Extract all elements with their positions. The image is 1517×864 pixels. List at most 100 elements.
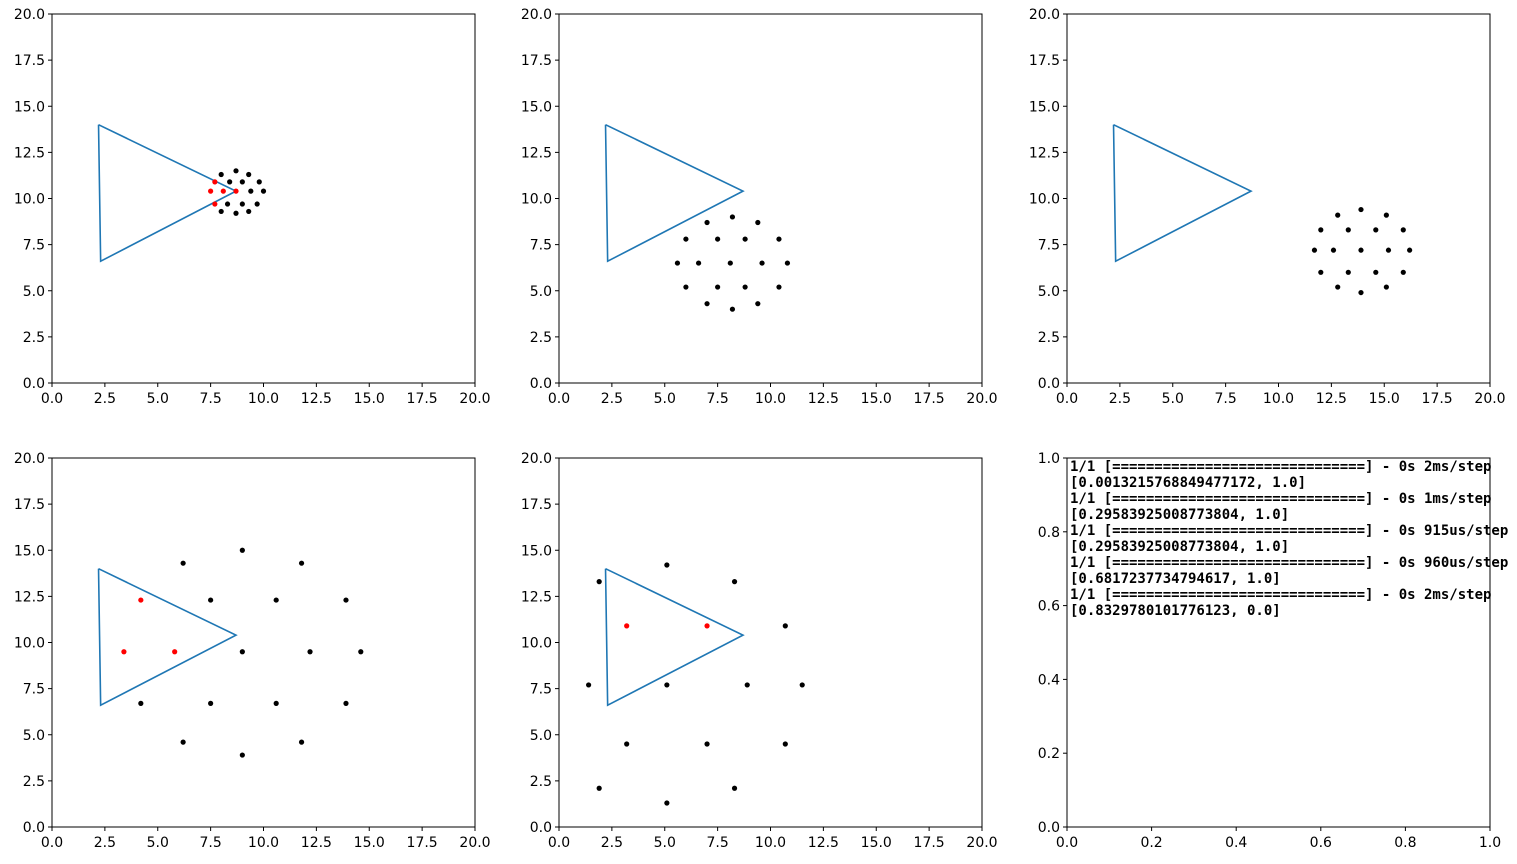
y-tick-label: 20.0 xyxy=(14,451,45,467)
x-tick-label: 12.5 xyxy=(808,391,839,407)
point-outside-6 xyxy=(664,682,670,688)
x-tick-label: 10.0 xyxy=(1263,391,1294,407)
point-outside-11 xyxy=(759,260,765,266)
point-outside-10 xyxy=(138,700,144,706)
y-tick-label: 0.2 xyxy=(1038,746,1060,762)
point-outside-4 xyxy=(208,597,214,603)
y-tick-label: 7.5 xyxy=(23,682,45,698)
y-tick-label: 10.0 xyxy=(14,636,45,652)
x-tick-label: 20.0 xyxy=(459,391,490,407)
point-outside-11 xyxy=(782,741,788,747)
point-inside-3 xyxy=(172,649,178,655)
y-tick-label: 20.0 xyxy=(521,7,552,23)
point-outside-18 xyxy=(755,301,761,307)
triangle-outline xyxy=(1112,123,1253,263)
x-tick-label: 20.0 xyxy=(966,835,997,851)
subplot-2: 0.0 2.5 5.0 7.5 10.0 12.5 15.0 17.5 20.0 0.0 2.5 5.… xyxy=(521,7,998,407)
point-outside-15 xyxy=(298,739,305,745)
point-outside-7 xyxy=(744,682,750,688)
x-tick-label: 12.5 xyxy=(301,391,332,407)
x-tick-label: 12.5 xyxy=(301,835,332,851)
point-outside-4 xyxy=(683,236,689,242)
y-tick-label: 20.0 xyxy=(1029,7,1060,23)
y-tick-label: 12.5 xyxy=(14,145,45,161)
triangle-outline xyxy=(97,567,238,707)
log-line-4: [0.29583925008773804, 1.0] xyxy=(1070,507,1289,523)
y-tick-label: 15.0 xyxy=(14,99,45,115)
point-outside-11 xyxy=(254,201,260,207)
axes-frame xyxy=(1066,13,1491,384)
point-outside-14 xyxy=(664,800,670,806)
y-tick-label: 0.0 xyxy=(23,376,45,392)
axes-frame xyxy=(51,457,476,828)
y-tick-label: 17.5 xyxy=(14,497,45,513)
point-inside-3 xyxy=(220,188,226,194)
point-outside-14 xyxy=(180,739,186,745)
point-outside-3 xyxy=(1383,212,1389,218)
x-tick-label: 7.5 xyxy=(706,835,728,851)
point-outside-9 xyxy=(695,260,702,266)
log-line-10: [0.8329780101776123, 0.0] xyxy=(1070,603,1281,619)
axes-frame xyxy=(1066,457,1491,828)
y-tick-label: 15.0 xyxy=(521,99,552,115)
x-tick-label: 15.0 xyxy=(354,835,385,851)
x-tick-label: 0.6 xyxy=(1310,835,1332,851)
point-outside-10 xyxy=(239,201,245,207)
point-outside-1 xyxy=(239,547,245,553)
point-outside-13 xyxy=(246,208,252,215)
y-tick-label: 12.5 xyxy=(521,145,552,161)
x-tick-label: 0.0 xyxy=(41,835,63,851)
subplot-6: 1/1 [==============================] - 0… xyxy=(1038,451,1509,851)
x-tick-label: 15.0 xyxy=(861,835,892,851)
y-tick-label: 17.5 xyxy=(14,53,45,69)
point-inside-1 xyxy=(624,623,630,629)
point-inside-1 xyxy=(138,597,144,603)
x-tick-label: 0.0 xyxy=(41,391,63,407)
point-outside-6 xyxy=(1373,227,1379,233)
log-line-8: [0.6817237734794617, 1.0] xyxy=(1070,571,1281,587)
y-tick-label: 0.0 xyxy=(1038,376,1060,392)
y-tick-label: 12.5 xyxy=(521,589,552,605)
log-line-6: [0.29583925008773804, 1.0] xyxy=(1070,539,1289,555)
point-outside-5 xyxy=(586,682,592,688)
point-outside-19 xyxy=(729,306,736,312)
point-outside-14 xyxy=(1345,269,1351,275)
point-outside-2 xyxy=(218,171,224,178)
point-inside-5 xyxy=(212,201,218,207)
y-tick-label: 15.0 xyxy=(1029,99,1060,115)
x-tick-label: 5.0 xyxy=(654,835,676,851)
x-tick-label: 0.0 xyxy=(1056,391,1078,407)
y-tick-label: 5.0 xyxy=(23,728,45,744)
point-outside-2 xyxy=(180,560,186,566)
x-tick-label: 1.0 xyxy=(1479,835,1501,851)
point-outside-19 xyxy=(1358,289,1364,296)
x-tick-label: 0.0 xyxy=(1056,835,1078,851)
point-outside-9 xyxy=(224,201,231,207)
subplot-1: 0.0 2.5 5.0 7.5 10.0 12.5 15.0 17.5 20.0 0.0 2.5 5.… xyxy=(14,7,491,407)
point-outside-8 xyxy=(307,649,313,655)
x-tick-label: 20.0 xyxy=(966,391,997,407)
point-outside-1 xyxy=(233,168,239,174)
point-outside-9 xyxy=(1330,247,1337,253)
point-outside-9 xyxy=(624,741,630,747)
point-outside-16 xyxy=(776,284,782,290)
y-tick-label: 10.0 xyxy=(521,636,552,652)
point-outside-12 xyxy=(596,785,602,791)
y-tick-label: 12.5 xyxy=(1029,145,1060,161)
x-tick-label: 12.5 xyxy=(1316,391,1347,407)
point-outside-4 xyxy=(1318,227,1324,233)
y-tick-label: 0.8 xyxy=(1038,525,1060,541)
point-inside-4 xyxy=(233,188,239,194)
y-tick-label: 10.0 xyxy=(521,192,552,208)
subplot-5: 0.0 2.5 5.0 7.5 10.0 12.5 15.0 17.5 20.0 0.0 2.5 5.… xyxy=(521,451,998,851)
point-outside-18 xyxy=(1383,284,1389,290)
x-tick-label: 7.5 xyxy=(706,391,728,407)
point-outside-10 xyxy=(1358,247,1364,253)
point-outside-12 xyxy=(1407,247,1413,253)
x-tick-label: 10.0 xyxy=(248,391,279,407)
y-tick-label: 10.0 xyxy=(1029,192,1060,208)
y-tick-label: 1.0 xyxy=(1038,451,1060,467)
x-tick-label: 15.0 xyxy=(861,391,892,407)
point-outside-8 xyxy=(1311,247,1318,253)
